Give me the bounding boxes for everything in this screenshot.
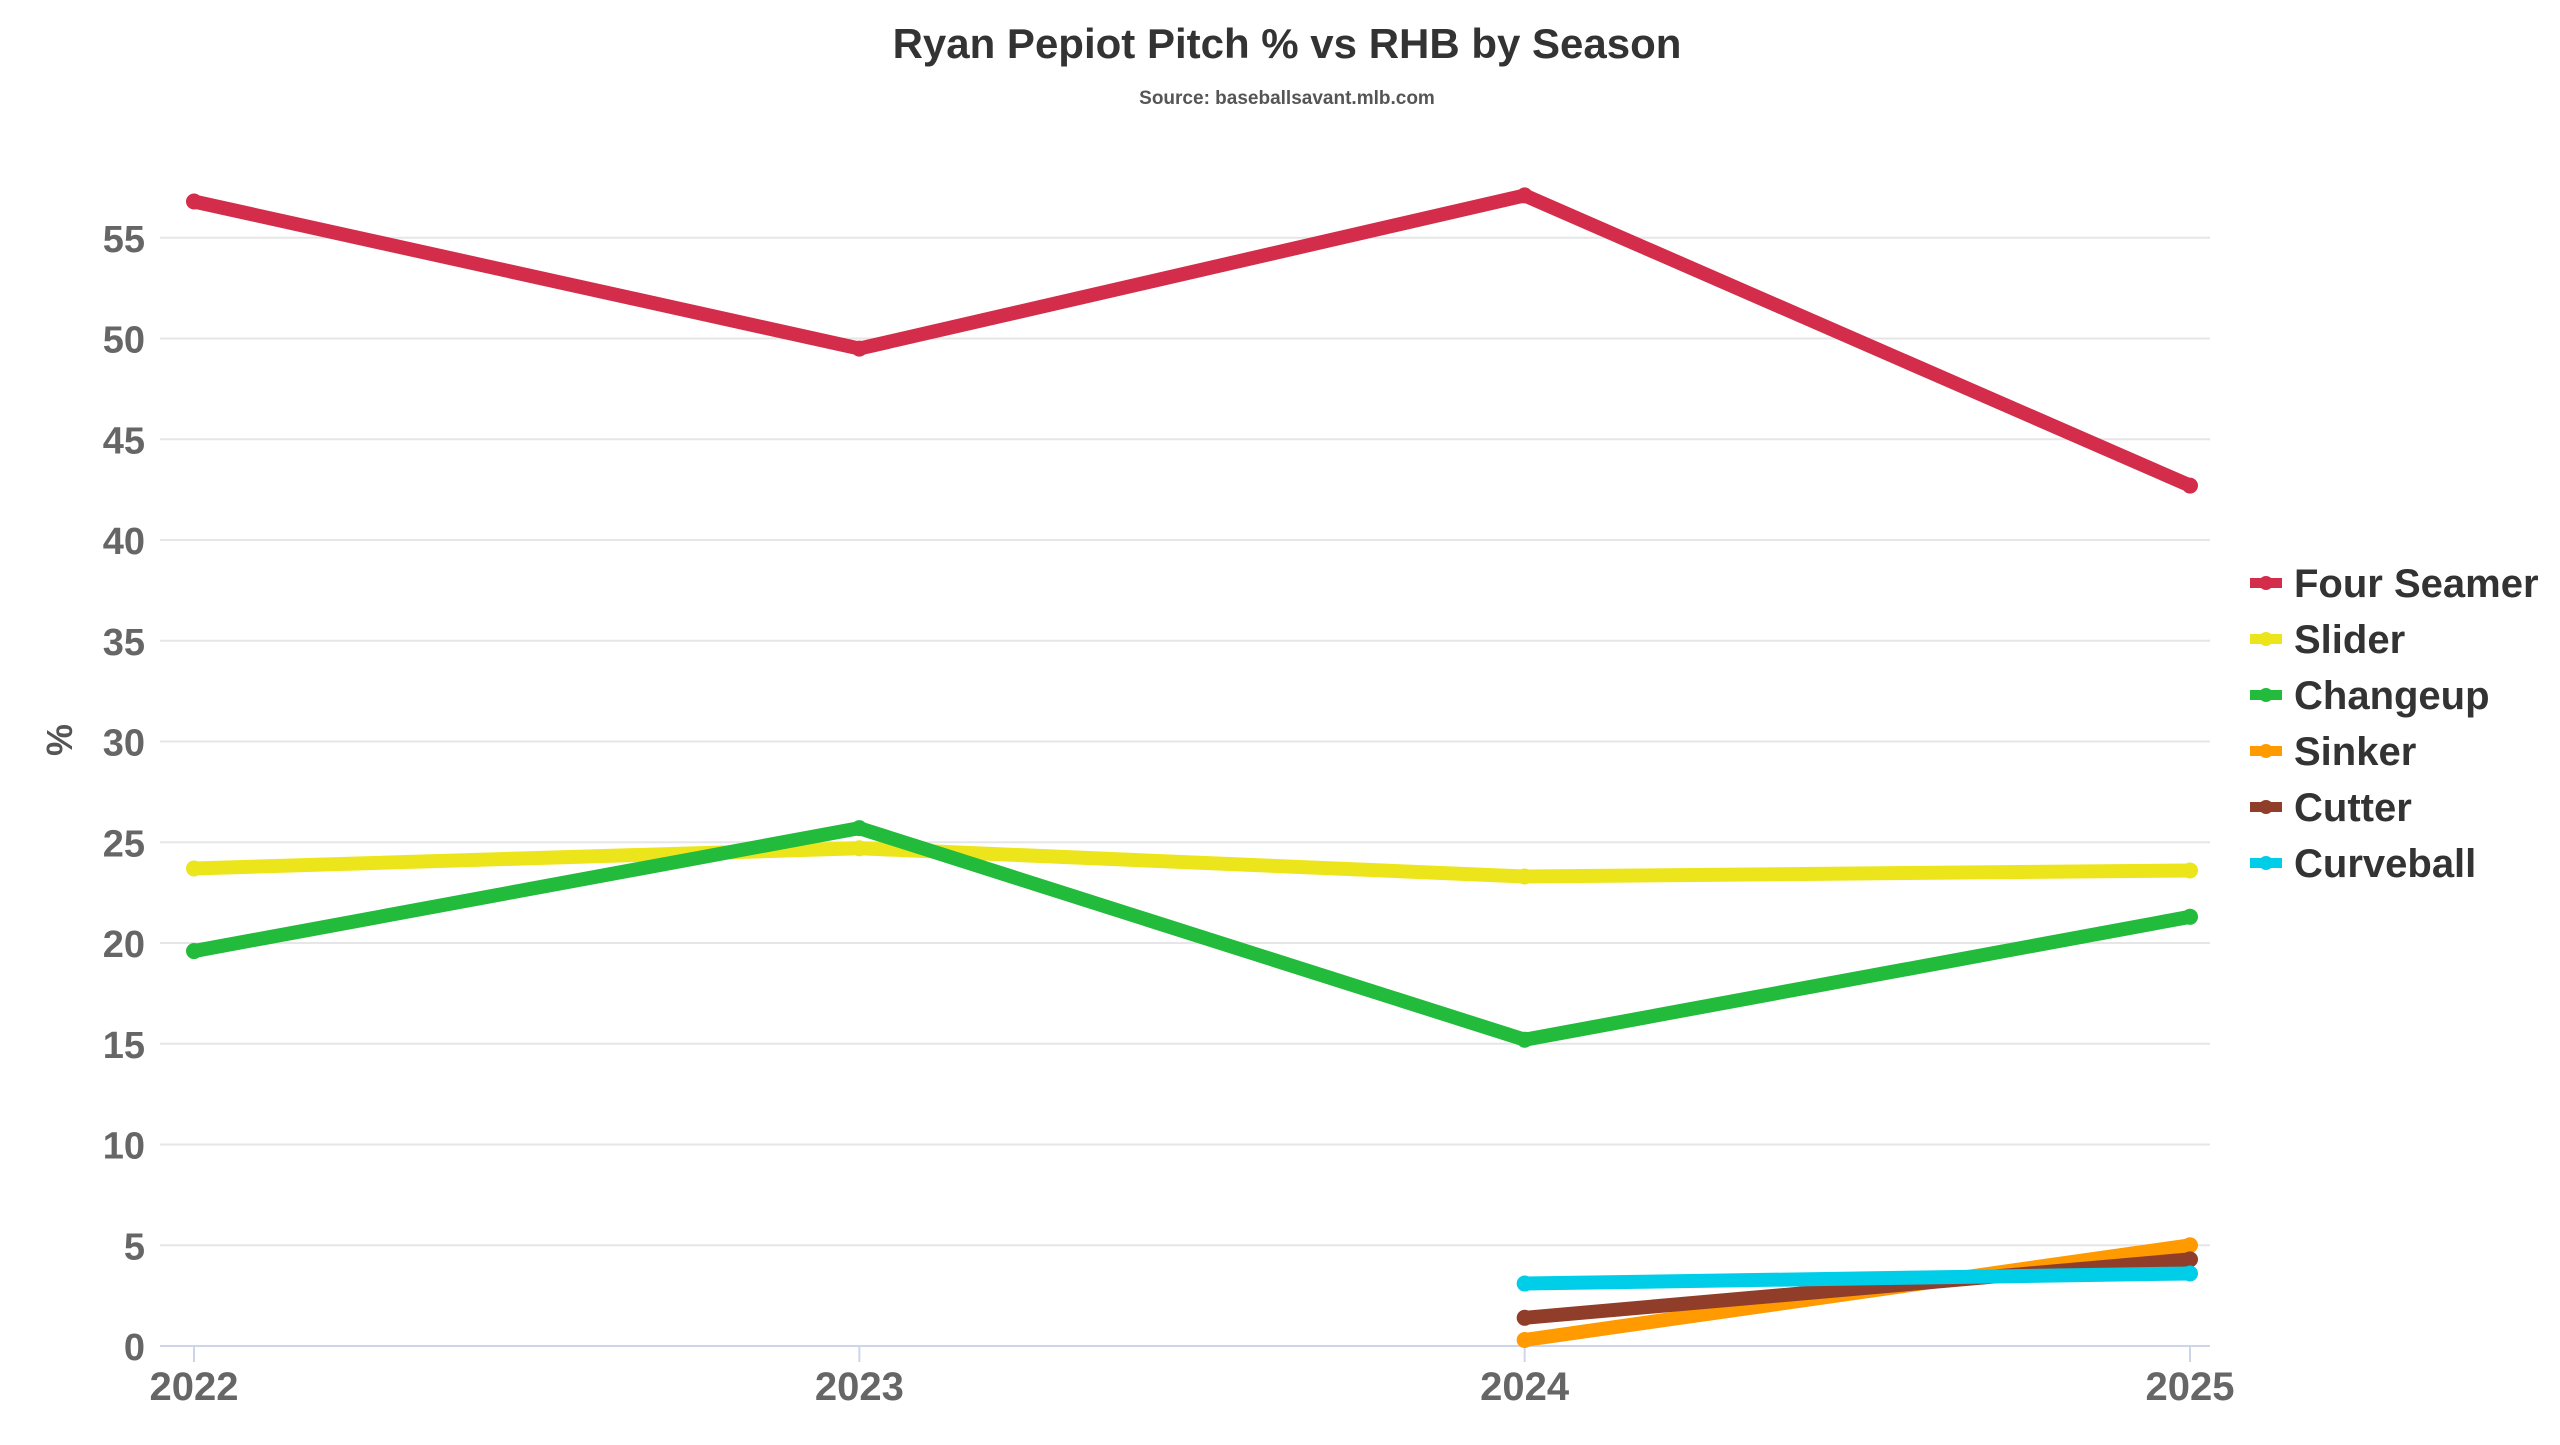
y-tick-label: 10: [103, 1126, 145, 1168]
legend-marker: [2259, 688, 2273, 702]
x-tick-label: 2022: [150, 1365, 239, 1409]
data-point[interactable]: [2182, 477, 2198, 494]
legend-item-cutter[interactable]: Cutter: [2250, 786, 2412, 830]
data-point[interactable]: [2182, 1265, 2198, 1282]
data-point[interactable]: [1516, 1309, 1533, 1326]
legend-label: Four Seamer: [2294, 562, 2539, 606]
legend-item-four-seamer[interactable]: Four Seamer: [2250, 562, 2539, 606]
x-tick-label: 2024: [1480, 1365, 1570, 1409]
legend-item-changeup[interactable]: Changeup: [2250, 674, 2490, 718]
data-point[interactable]: [851, 820, 868, 837]
series-line-four-seamer[interactable]: [192, 188, 2193, 493]
data-point[interactable]: [1516, 868, 1533, 885]
legend-label: Curveball: [2294, 842, 2476, 886]
data-point[interactable]: [851, 840, 868, 857]
y-tick-label: 15: [103, 1025, 145, 1067]
legend-item-curveball[interactable]: Curveball: [2250, 842, 2476, 886]
legend-marker: [2259, 632, 2273, 646]
data-point[interactable]: [2182, 1237, 2198, 1254]
y-tick-label: 25: [103, 823, 145, 865]
x-tick-label: 2023: [815, 1365, 904, 1409]
data-point[interactable]: [186, 193, 202, 210]
y-tick-label: 0: [124, 1327, 145, 1369]
y-tick-label: 35: [103, 622, 145, 664]
y-tick-label: 45: [103, 420, 145, 462]
y-tick-label: 30: [103, 723, 145, 765]
legend-marker: [2259, 576, 2273, 590]
data-point[interactable]: [851, 340, 868, 357]
y-tick-label: 55: [103, 219, 145, 261]
legend-marker: [2259, 856, 2273, 870]
series-line-curveball[interactable]: [1524, 1266, 2191, 1291]
data-point[interactable]: [186, 943, 202, 960]
y-axis-label: %: [39, 724, 80, 756]
data-point[interactable]: [1516, 1275, 1533, 1292]
x-tick-label: 2025: [2146, 1365, 2235, 1409]
legend-label: Slider: [2294, 618, 2405, 662]
legend-item-slider[interactable]: Slider: [2250, 618, 2405, 662]
legend-label: Changeup: [2294, 674, 2490, 718]
data-point[interactable]: [2182, 862, 2198, 879]
data-point[interactable]: [1516, 187, 1533, 204]
data-point[interactable]: [1516, 1031, 1533, 1048]
legend-label: Cutter: [2294, 786, 2412, 830]
chart-subtitle: Source: baseballsavant.mlb.com: [1139, 88, 1435, 109]
y-tick-label: 5: [124, 1226, 145, 1268]
series-line-slider[interactable]: [193, 841, 2191, 884]
y-tick-label: 20: [103, 924, 145, 966]
data-point[interactable]: [186, 860, 202, 877]
y-tick-label: 50: [103, 320, 145, 362]
series-line-changeup[interactable]: [192, 821, 2192, 1047]
legend-item-sinker[interactable]: Sinker: [2250, 730, 2416, 774]
legend-marker: [2259, 744, 2273, 758]
data-point[interactable]: [2182, 908, 2198, 925]
data-point[interactable]: [1516, 1331, 1533, 1348]
data-point[interactable]: [2182, 1251, 2198, 1268]
chart-title: Ryan Pepiot Pitch % vs RHB by Season: [893, 20, 1682, 67]
legend-label: Sinker: [2294, 730, 2416, 774]
legend-marker: [2259, 800, 2273, 814]
y-tick-label: 40: [103, 521, 145, 563]
